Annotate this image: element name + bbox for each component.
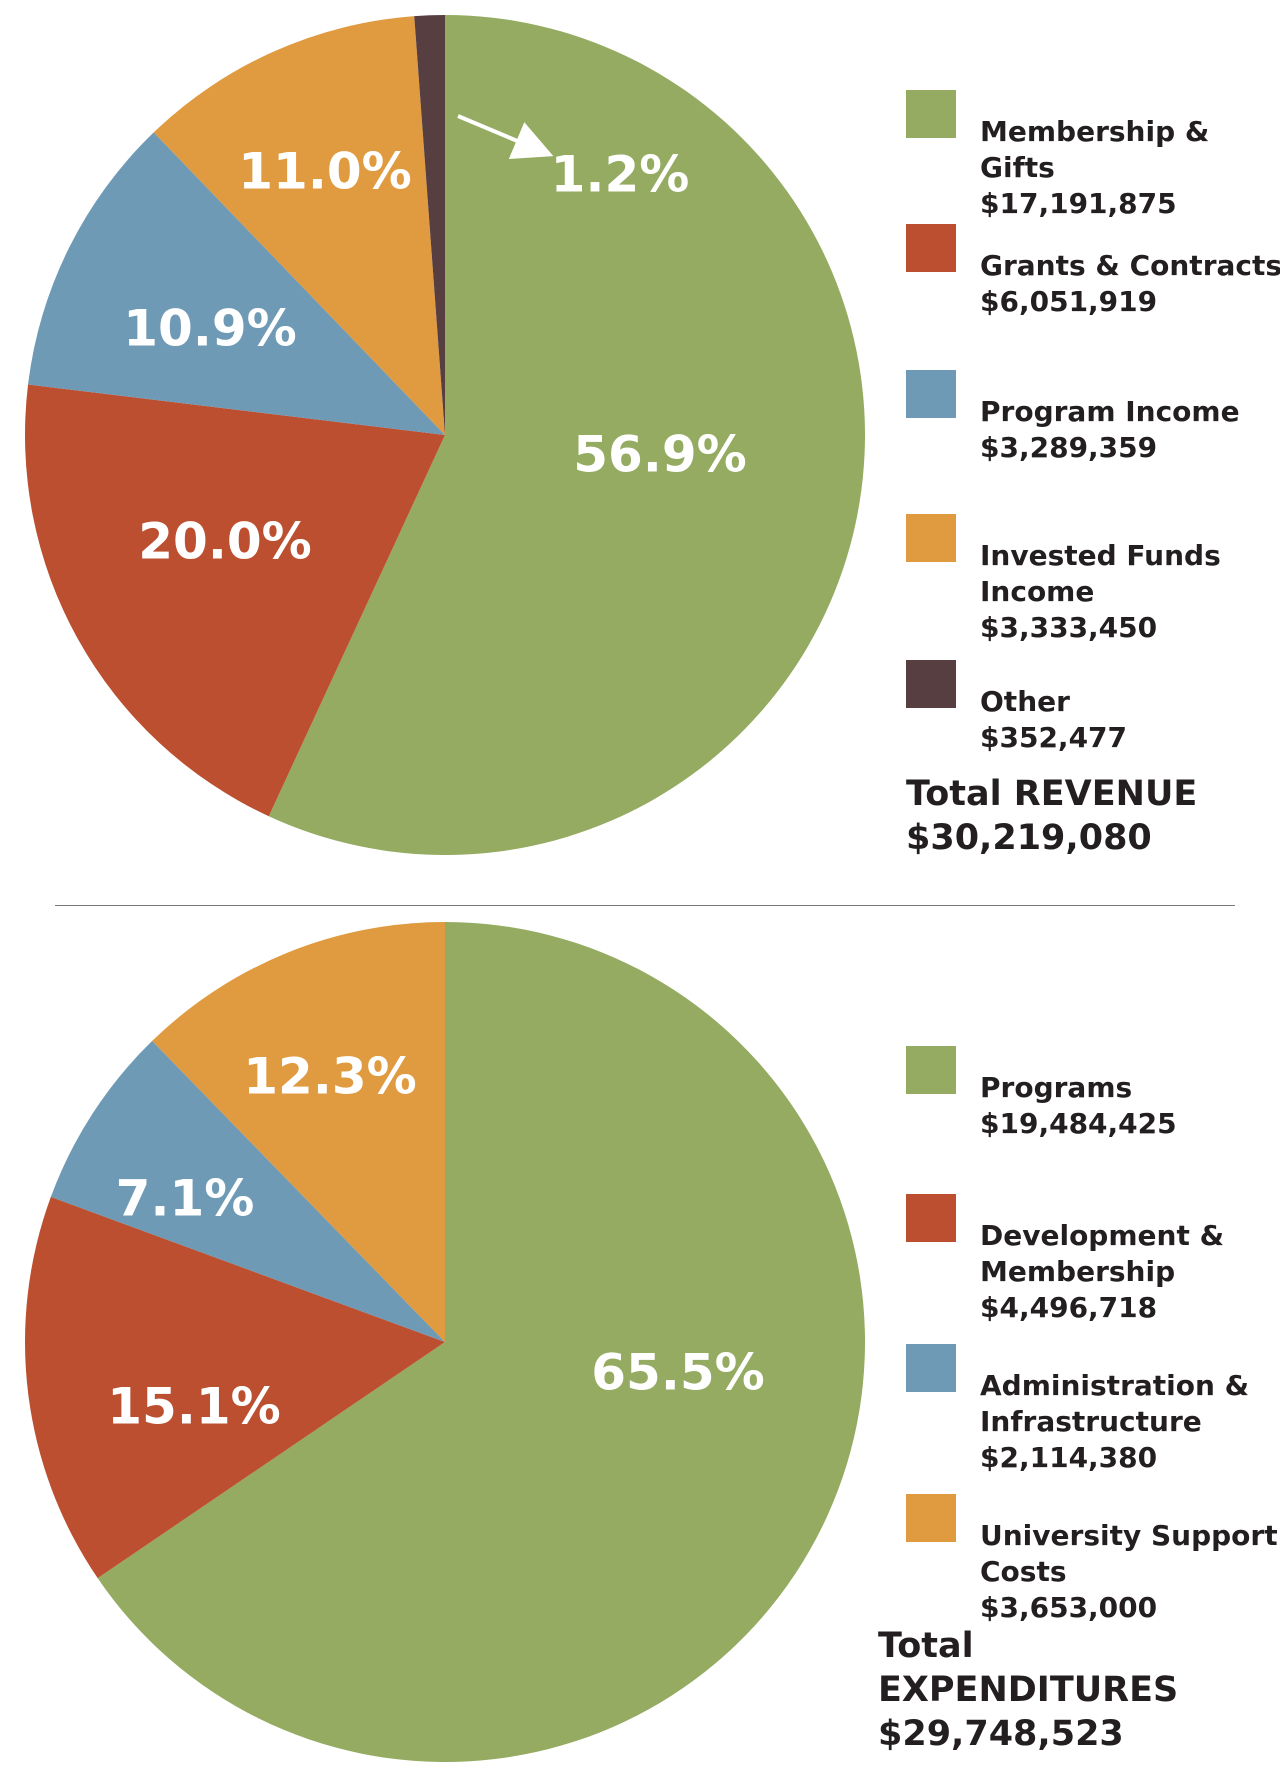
revenue-pie-chart: 56.9% 20.0% 10.9% 11.0% 1.2% (25, 15, 866, 855)
pie-slice-administration-infrastructure (50, 1040, 445, 1342)
slice-percent-label-university-support-costs: 12.3% (243, 1048, 416, 1106)
pie-slice-development-membership (25, 1196, 446, 1579)
legend-swatch (906, 514, 956, 562)
pie-slice-invested-funds-income (153, 16, 445, 436)
slice-percent-label-administration-infrastructure: 7.1% (116, 1170, 255, 1228)
slice-percent-label-other: 1.2% (551, 146, 690, 204)
total-label: Total EXPENDITURES (878, 1626, 1179, 1710)
revenue-total: Total REVENUE $30,219,080 (906, 772, 1197, 860)
slice-percent-label-membership-gifts: 56.9% (573, 426, 746, 484)
expenditures-section: 65.5% 15.1% 7.1% 12.3% Programs $19,484,425… (0, 910, 1280, 1792)
legend-value: $2,114,380 (980, 1441, 1158, 1474)
legend-label: University Support Costs (980, 1519, 1278, 1588)
pie-slice-university-support-costs (152, 922, 445, 1342)
legend-swatch (906, 1494, 956, 1542)
slice-percent-label-development-membership: 15.1% (107, 1378, 280, 1436)
legend-swatch (906, 1046, 956, 1094)
legend-label: Administration & Infrastructure (980, 1369, 1250, 1438)
slice-percent-label-program-income: 10.9% (123, 300, 296, 358)
legend-label: Programs (980, 1071, 1133, 1104)
legend-swatch (906, 1344, 956, 1392)
pie-slice-programs (97, 922, 865, 1762)
legend-value: $352,477 (980, 721, 1128, 754)
total-value: $30,219,080 (906, 818, 1152, 858)
pie-slice-other (414, 15, 445, 435)
expenditures-pie-chart: 65.5% 15.1% 7.1% 12.3% (25, 922, 865, 1762)
legend-swatch (906, 370, 956, 418)
expenditures-total: Total EXPENDITURES $29,748,523 (878, 1624, 1280, 1756)
other-slice-pointer-arrow (457, 114, 554, 160)
total-value: $29,748,523 (878, 1714, 1124, 1754)
legend-value: $4,496,718 (980, 1291, 1158, 1324)
legend-value: $17,191,875 (980, 187, 1177, 220)
legend-value: $3,653,000 (980, 1591, 1158, 1624)
legend-swatch (906, 90, 956, 138)
legend-swatch (906, 1194, 956, 1242)
legend-label: Other (980, 685, 1070, 718)
revenue-section: 56.9% 20.0% 10.9% 11.0% 1.2% Membership & Gi… (25, 15, 1280, 860)
legend-swatch (906, 224, 956, 272)
legend-value: $3,333,450 (980, 611, 1158, 644)
legend-label: Grants & Contracts (980, 249, 1280, 282)
legend-label: Program Income (980, 395, 1240, 428)
slice-percent-label-invested-funds-income: 11.0% (238, 143, 411, 201)
slice-percent-label-grants-contracts: 20.0% (138, 513, 311, 571)
slice-percent-label-programs: 65.5% (591, 1344, 764, 1402)
legend-value: $6,051,919 (980, 285, 1158, 318)
legend-label: Invested Funds Income (980, 539, 1221, 608)
pie-slice-membership-gifts (268, 15, 866, 855)
total-label: Total REVENUE (906, 774, 1198, 814)
pie-slice-program-income (28, 132, 445, 436)
pie-slice-grants-contracts (25, 384, 446, 817)
legend-label: Membership & Gifts (980, 115, 1210, 184)
legend-value: $19,484,425 (980, 1107, 1177, 1140)
legend-label: Development & Membership (980, 1219, 1225, 1288)
section-divider (55, 905, 1235, 906)
legend-value: $3,289,359 (980, 431, 1158, 464)
legend-swatch (906, 660, 956, 708)
